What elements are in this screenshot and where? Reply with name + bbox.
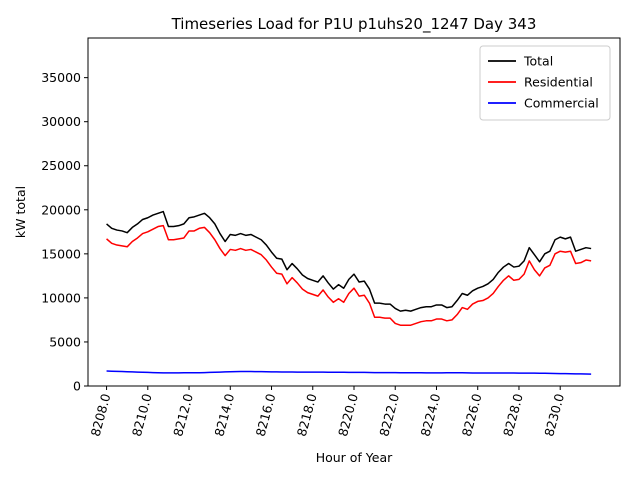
legend: Total Residential Commercial	[479, 45, 611, 121]
x-tick-label: 8230.0	[541, 392, 567, 438]
y-tick-label: 5000	[49, 334, 81, 349]
x-tick-label: 8210.0	[129, 392, 155, 438]
legend-label-commercial: Commercial	[524, 96, 599, 111]
x-tick-label: 8222.0	[376, 392, 402, 438]
y-tick-label: 0	[73, 379, 81, 394]
y-axis-label: kW total	[13, 186, 28, 238]
x-tick-label: 8212.0	[170, 392, 196, 438]
x-tick-label: 8216.0	[253, 392, 279, 438]
x-axis-label: Hour of Year	[316, 450, 393, 465]
y-tick-label: 35000	[41, 70, 81, 85]
x-tick-label: 8208.0	[88, 392, 114, 438]
series-line-total	[106, 210, 592, 312]
y-tick-label: 25000	[41, 158, 81, 173]
series-line-commercial	[106, 370, 592, 375]
y-tick-label: 20000	[41, 202, 81, 217]
y-tick-label: 10000	[41, 290, 81, 305]
x-tick-label: 8228.0	[500, 392, 526, 438]
legend-label-total: Total	[523, 54, 553, 69]
x-tick-label: 8224.0	[418, 392, 444, 438]
x-tick-label: 8214.0	[211, 392, 237, 438]
y-tick-label: 30000	[41, 114, 81, 129]
series-line-residential	[106, 224, 592, 326]
chart-title: Timeseries Load for P1U p1uhs20_1247 Day…	[171, 15, 537, 34]
legend-box	[479, 45, 611, 121]
x-tick-label: 8220.0	[335, 392, 361, 438]
y-tick-label: 15000	[41, 246, 81, 261]
x-tick-label: 8218.0	[294, 392, 320, 438]
x-tick-label: 8226.0	[459, 392, 485, 438]
legend-label-residential: Residential	[524, 75, 593, 90]
